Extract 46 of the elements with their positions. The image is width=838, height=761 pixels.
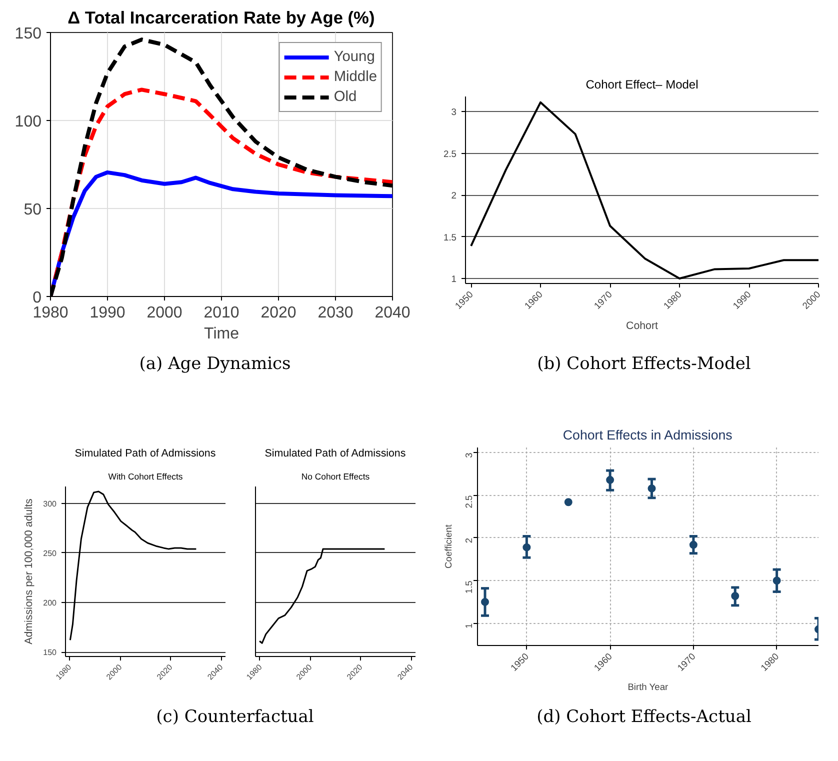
chart-title: Simulated Path of Admissions (74, 448, 216, 460)
y-tick-label: 2.5 (464, 495, 474, 508)
y-tick-label: 2.5 (444, 148, 456, 159)
x-axis-title: Birth Year (628, 682, 668, 692)
text: (c) Counterfactual (156, 706, 314, 729)
legend-label: Middle (334, 68, 377, 86)
legend-label: Young (334, 48, 375, 66)
x-tick-label: 2040 (374, 304, 410, 322)
x-tick-label: 2030 (318, 304, 354, 322)
chart-title: Simulated Path of Admissions (264, 448, 406, 460)
x-tick-label: 2010 (204, 304, 240, 322)
text: (a) Age Dynamics (139, 353, 291, 376)
x-tick-label: 2000 (146, 304, 182, 322)
x-tick-label: 1980 (32, 304, 68, 322)
text: (d) Cohort Effects-Actual (536, 706, 752, 729)
chart-title: Cohort Effect– Model (586, 78, 698, 92)
x-tick-label: 1990 (90, 304, 126, 322)
text: (b) Cohort Effects-Model (537, 353, 751, 376)
y-axis-title: Admissions per 100,000 adults (23, 498, 36, 644)
line-series (69, 490, 197, 641)
y-tick-label: 2 (464, 538, 474, 544)
y-tick-label: 2 (451, 190, 457, 201)
y-axis-title: Coefficient (444, 524, 454, 568)
y-tick-label: 1.5 (444, 232, 456, 242)
legend-label: Old (334, 88, 357, 106)
y-tick-label: 1.5 (464, 580, 474, 594)
y-tick-label: 1 (464, 623, 474, 628)
y-tick-label: 0 (32, 290, 42, 306)
y-tick-label: 100 (14, 114, 42, 130)
chart-title: Cohort Effects in Admissions (562, 428, 733, 442)
y-tick-label: 3 (464, 452, 474, 458)
x-tick-label: 2020 (260, 304, 296, 322)
y-tick-label: 50 (24, 202, 42, 218)
x-axis-title: Cohort (626, 320, 658, 332)
line-series (470, 101, 818, 280)
y-tick-label: 150 (43, 648, 58, 658)
chart-title: Δ Total Incarceration Rate by Age (%) (68, 8, 375, 28)
chart-subtitle: No Cohort Effects (301, 472, 370, 482)
y-tick-label: 150 (14, 26, 42, 42)
y-tick-label: 200 (43, 598, 58, 608)
x-axis-title: Time (204, 326, 240, 342)
y-tick-label: 3 (451, 107, 457, 118)
y-tick-label: 250 (43, 548, 58, 558)
chart-subtitle: With Cohort Effects (108, 472, 184, 482)
y-tick-label: 1 (451, 274, 457, 284)
y-tick-label: 300 (43, 499, 58, 508)
